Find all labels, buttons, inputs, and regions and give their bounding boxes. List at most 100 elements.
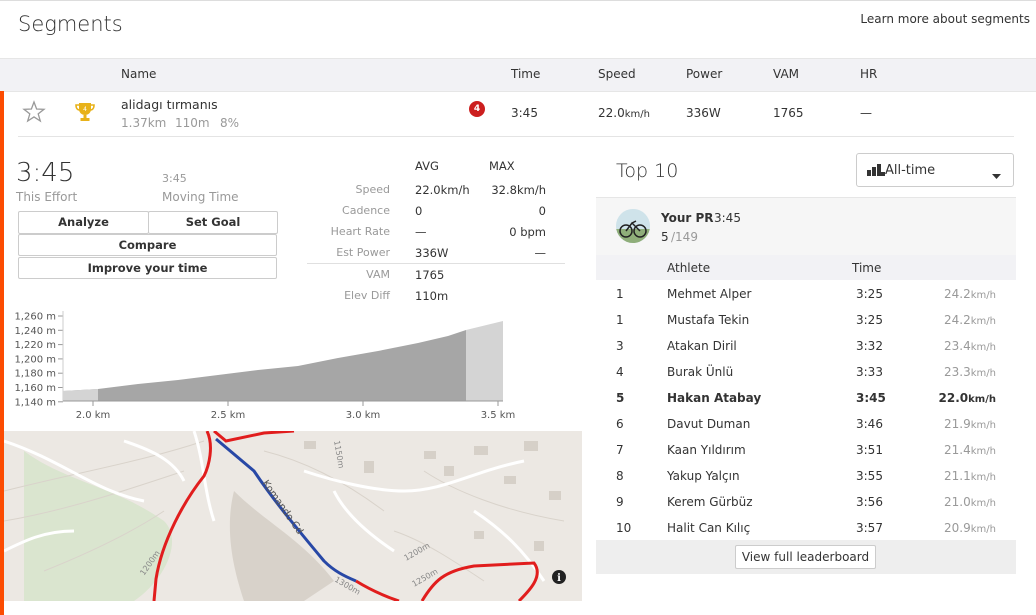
stat-max: — — [534, 246, 547, 260]
selected-row-indicator — [0, 91, 4, 615]
leaderboard-row[interactable]: 6 Davut Duman 3:46 21.9km/h — [596, 411, 1016, 437]
segment-distance: 1.37km — [121, 116, 167, 130]
elev-diff-value: 110m — [415, 289, 449, 303]
leaderboard-row[interactable]: 3 Atakan Diril 3:32 23.4km/h — [596, 333, 1016, 359]
lb-athlete[interactable]: Mehmet Alper — [667, 287, 752, 301]
lb-athlete[interactable]: Atakan Diril — [667, 339, 737, 353]
leaderboard-row[interactable]: 9 Kerem Gürbüz 3:56 21.0km/h — [596, 489, 1016, 515]
lb-speed: 24.2km/h — [926, 313, 996, 327]
segment-name[interactable]: alidagı tırmanıs — [121, 97, 218, 112]
learn-more-link[interactable]: Learn more about segments — [860, 12, 1030, 26]
lb-athlete[interactable]: Mustafa Tekin — [667, 313, 750, 327]
lb-speed-unit: km/h — [970, 368, 996, 379]
pr-total: /149 — [671, 230, 698, 244]
top-border — [0, 0, 1036, 1]
row-divider — [18, 136, 1014, 137]
leaderboard-row[interactable]: 4 Burak Ünlü 3:33 23.3km/h — [596, 359, 1016, 385]
elevation-profile-before — [63, 389, 98, 401]
lb-athlete[interactable]: Hakan Atabay — [667, 391, 762, 405]
bar-chart-icon — [867, 164, 885, 179]
set-goal-button[interactable]: Set Goal — [148, 211, 278, 234]
lb-rank: 1 — [616, 313, 624, 327]
leaderboard-header: Athlete Time — [596, 255, 1016, 280]
leaderboard-row[interactable]: 8 Yakup Yalçın 3:55 21.1km/h — [596, 463, 1016, 489]
segment-elevation: 110m — [175, 116, 210, 130]
lb-speed-value: 22.0 — [938, 391, 969, 405]
lb-athlete[interactable]: Burak Ünlü — [667, 365, 734, 379]
elevation-profile-after — [466, 321, 503, 401]
header-lb-time: Time — [852, 261, 882, 275]
info-icon[interactable]: i — [552, 570, 566, 584]
lb-speed-unit: km/h — [970, 446, 996, 457]
lb-speed-value: 23.4 — [944, 339, 971, 353]
lb-athlete[interactable]: Yakup Yalçın — [667, 469, 740, 483]
header-speed[interactable]: Speed — [598, 67, 636, 81]
leaderboard-filter-select[interactable]: All-time — [856, 153, 1014, 187]
leaderboard-row[interactable]: 7 Kaan Yıldırım 3:51 21.4km/h — [596, 437, 1016, 463]
segment-power: 336W — [686, 106, 721, 120]
view-full-leaderboard-button[interactable]: View full leaderboard — [735, 545, 876, 569]
leaderboard-row[interactable]: 10 Halit Can Kılıç 3:57 20.9km/h — [596, 515, 1016, 541]
lb-rank: 7 — [616, 443, 624, 457]
segment-map[interactable]: Komando Cd 1150m 1200m 1250m 1300m 1200m… — [4, 431, 582, 601]
lb-speed: 21.4km/h — [926, 443, 996, 457]
elevation-profile-segment — [63, 330, 466, 401]
improve-time-button[interactable]: Improve your time — [18, 257, 277, 279]
stat-label: Speed — [355, 183, 390, 196]
stat-max: 0 — [538, 204, 546, 218]
segment-speed-value: 22.0 — [598, 106, 625, 120]
header-time[interactable]: Time — [511, 67, 541, 81]
lb-time: 3:25 — [856, 313, 883, 327]
pr-time: 3:45 — [714, 211, 741, 225]
lb-rank: 10 — [616, 521, 632, 535]
lb-speed-unit: km/h — [970, 420, 996, 431]
leaderboard-row[interactable]: 1 Mehmet Alper 3:25 24.2km/h — [596, 281, 1016, 307]
y-tick-label: 1,200 m — [14, 354, 56, 365]
leaderboard-row[interactable]: 1 Mustafa Tekin 3:25 24.2km/h — [596, 307, 1016, 333]
stat-avg: 0 — [415, 204, 423, 218]
star-icon[interactable] — [22, 100, 46, 127]
header-power[interactable]: Power — [686, 67, 723, 81]
analyze-button[interactable]: Analyze — [18, 211, 149, 234]
segment-time: 3:45 — [511, 106, 538, 120]
segment-hr: — — [860, 106, 872, 120]
segment-speed-unit: km/h — [624, 109, 650, 120]
stat-label: Heart Rate — [330, 225, 390, 238]
this-effort-time: 3:45 — [16, 158, 75, 188]
header-vam[interactable]: VAM — [773, 67, 800, 81]
lb-athlete[interactable]: Kerem Gürbüz — [667, 495, 753, 509]
lb-rank: 4 — [616, 365, 624, 379]
your-pr-panel: Your PR 3:45 5 /149 — [596, 197, 1016, 256]
lb-speed: 24.2km/h — [926, 287, 996, 301]
lb-athlete[interactable]: Kaan Yıldırım — [667, 443, 746, 457]
lb-rank: 6 — [616, 417, 624, 431]
lb-speed-value: 21.0 — [944, 495, 971, 509]
trophy-icon: 4 — [73, 100, 97, 127]
header-hr[interactable]: HR — [860, 67, 878, 81]
leaderboard-row[interactable]: 5 Hakan Atabay 3:45 22.0km/h — [596, 385, 1016, 411]
elevation-chart[interactable]: 1,260 m 1,240 m 1,220 m 1,200 m 1,180 m 1,160… — [8, 305, 516, 423]
lb-speed: 21.9km/h — [926, 417, 996, 431]
segment-vam: 1765 — [773, 106, 804, 120]
route-line-top — [213, 431, 295, 443]
lb-speed-value: 21.1 — [944, 469, 971, 483]
y-tick-label: 1,220 m — [14, 340, 56, 351]
avatar — [616, 209, 650, 243]
stat-avg: — — [415, 225, 427, 239]
lb-time: 3:33 — [856, 365, 883, 379]
lb-speed-value: 24.2 — [944, 313, 971, 327]
x-tick-label: 2.0 km — [76, 410, 111, 421]
stat-label: Est Power — [336, 246, 390, 259]
stats-divider — [307, 263, 565, 264]
lb-speed-value: 23.3 — [944, 365, 971, 379]
stats-max-header: MAX — [489, 159, 515, 173]
lb-speed-unit: km/h — [970, 342, 996, 353]
this-effort-label: This Effort — [16, 190, 78, 204]
stat-avg: 336W — [415, 246, 449, 260]
lb-athlete[interactable]: Davut Duman — [667, 417, 751, 431]
y-tick-label: 1,260 m — [14, 312, 56, 323]
header-name[interactable]: Name — [121, 67, 157, 81]
lb-speed-unit: km/h — [970, 472, 996, 483]
compare-button[interactable]: Compare — [18, 234, 277, 256]
lb-athlete[interactable]: Halit Can Kılıç — [667, 521, 751, 535]
